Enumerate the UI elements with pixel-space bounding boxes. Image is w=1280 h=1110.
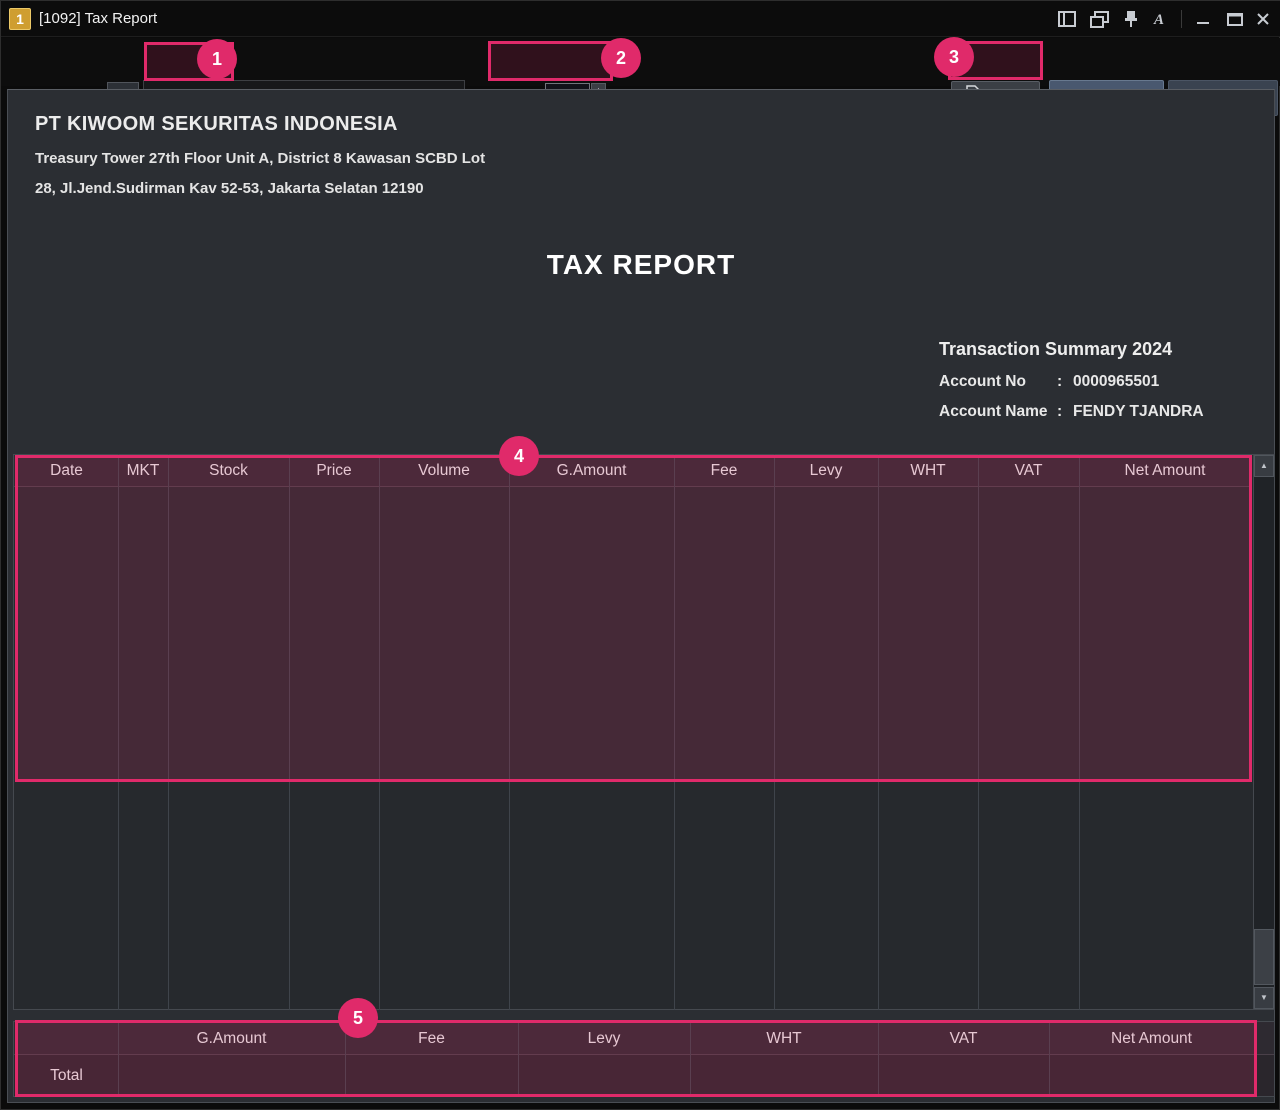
transaction-summary-title: Transaction Summary 2024 [939,339,1173,359]
grid-line [168,454,169,1010]
column-header-gamount[interactable]: G.Amount [556,462,627,479]
account-name-row: Account Name : FENDY TJANDRA [939,403,1204,421]
grid-line [1079,454,1080,1010]
grid-line [878,454,879,1010]
font-settings-icon[interactable]: A [1147,7,1171,31]
grid-line [774,454,775,1010]
total-value-vat [878,1059,1049,1093]
total-column-gamount: G.Amount [196,1030,267,1047]
toolbar: 0000-9655 ⌄ FENDY TJANDRA Year 2024 ▲ ▼ … [1,38,1280,117]
account-name-label: Account Name [939,403,1048,420]
grid-line [878,1021,879,1097]
total-row-label: Total [50,1067,83,1084]
account-no-row: Account No : 0000965501 [939,373,1159,391]
grid-line [379,454,380,1010]
grid-line [978,454,979,1010]
total-column-vat: VAT [949,1030,978,1047]
totals-table-header [14,1022,1274,1055]
total-column-wht: WHT [766,1030,802,1047]
pin-icon[interactable] [1119,7,1143,31]
account-name-colon: : [1057,403,1063,420]
column-header-wht[interactable]: WHT [910,462,946,479]
grid-line [690,1021,691,1097]
column-header-mkt[interactable]: MKT [126,462,160,479]
report-title: TAX REPORT [546,249,736,280]
grid-line [289,454,290,1010]
titlebar-separator [1181,10,1182,28]
account-no-value: 0000965501 [1073,373,1160,390]
vertical-scrollbar[interactable] [1253,455,1274,1009]
total-value-wht [690,1059,878,1093]
total-value-netamount [1049,1059,1254,1093]
column-header-stock[interactable]: Stock [209,462,248,479]
account-name-value: FENDY TJANDRA [1073,403,1204,420]
cascade-windows-icon[interactable] [1087,7,1111,31]
grid-line [118,1021,119,1097]
column-header-levy[interactable]: Levy [809,462,843,479]
column-header-date[interactable]: Date [50,462,83,479]
total-value-levy [518,1059,690,1093]
column-header-vat[interactable]: VAT [1014,462,1043,479]
scrollbar-thumb[interactable] [1254,929,1274,985]
account-no-colon: : [1057,373,1063,390]
title-bar: 1 [1092] Tax Report A [1,1,1280,37]
scroll-up-icon: ▲ [1260,461,1268,470]
total-value-gamount [118,1059,345,1093]
company-address-line1: Treasury Tower 27th Floor Unit A, Distri… [35,150,486,167]
column-header-price[interactable]: Price [316,462,352,479]
grid-line [1049,1021,1050,1097]
transactions-table-header [14,455,1252,487]
maximize-button[interactable] [1223,7,1247,31]
company-address-line2: 28, Jl.Jend.Sudirman Kav 52-53, Jakarta … [35,180,424,197]
account-no-label: Account No [939,373,1026,390]
column-header-fee[interactable]: Fee [710,462,738,479]
scroll-up-button[interactable]: ▲ [1254,455,1274,477]
scroll-down-button[interactable]: ▼ [1254,987,1274,1009]
window-title: [1092] Tax Report [39,10,158,27]
minimize-button[interactable] [1191,7,1215,31]
scroll-down-icon: ▼ [1260,993,1268,1002]
column-header-netamount[interactable]: Net Amount [1124,462,1206,479]
app-badge-icon: 1 [9,8,31,30]
svg-text:A: A [1153,12,1164,28]
column-header-volume[interactable]: Volume [418,462,470,479]
grid-line [118,454,119,1010]
transactions-table [13,454,1275,1010]
grid-line [509,454,510,1010]
close-button[interactable] [1251,7,1275,31]
grid-line [518,1021,519,1097]
total-column-netamount: Net Amount [1111,1030,1192,1047]
grid-line [1254,1021,1255,1097]
company-name: PT KIWOOM SEKURITAS INDONESIA [35,113,398,135]
grid-line [674,454,675,1010]
grid-line [345,1021,346,1097]
total-value-fee [345,1059,518,1093]
total-column-levy: Levy [587,1030,621,1047]
dock-layout-icon[interactable] [1055,7,1079,31]
total-column-fee: Fee [418,1030,445,1047]
